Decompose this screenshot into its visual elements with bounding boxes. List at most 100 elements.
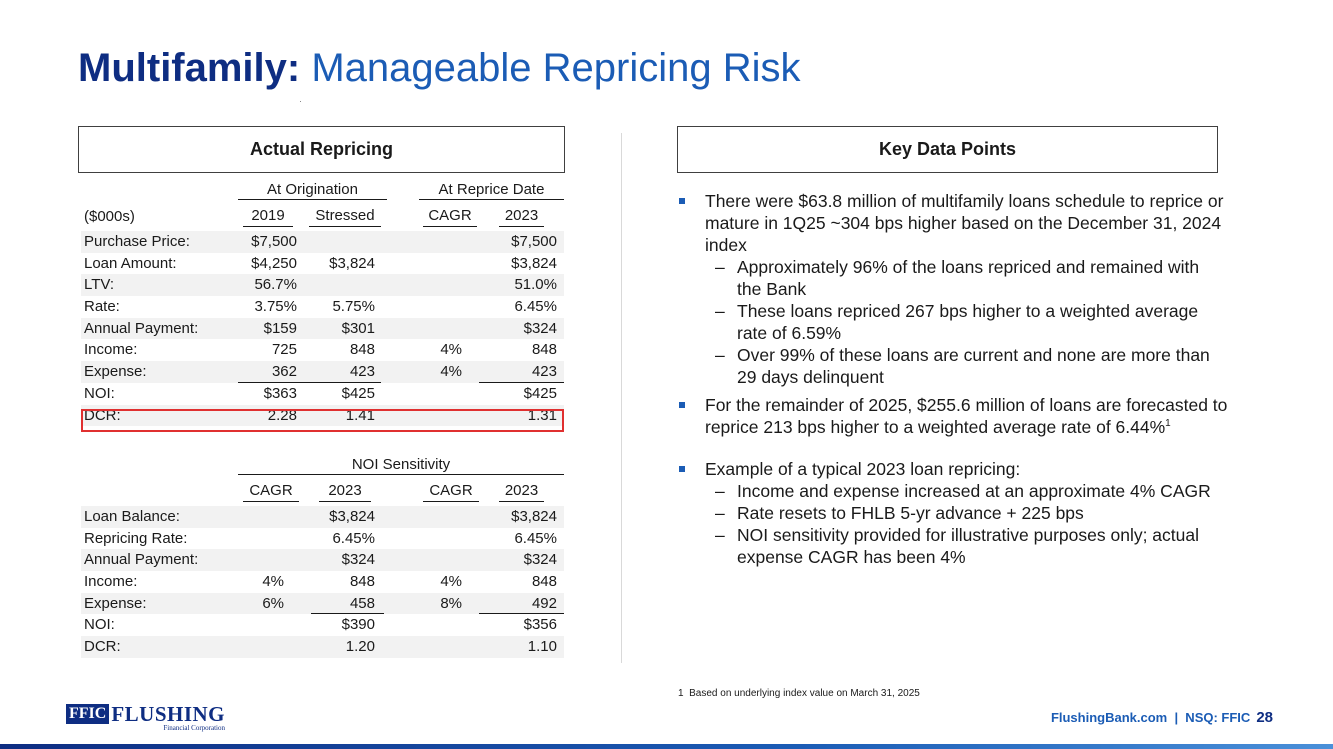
row-value: $7,500 <box>511 233 557 250</box>
col-cagr-a: CAGR <box>243 481 299 502</box>
col-2019: 2019 <box>243 206 293 227</box>
group-header-row: At Origination At Reprice Date <box>81 181 564 203</box>
row-label: Annual Payment: <box>84 319 199 337</box>
row-value: 4% <box>440 363 462 381</box>
row-value: 458 <box>349 594 375 612</box>
dash: – <box>715 481 725 501</box>
row-value: $301 <box>341 319 375 337</box>
footnote-num: 1 <box>678 688 684 699</box>
row-value: $7,500 <box>251 233 297 250</box>
column-divider <box>621 133 622 663</box>
dash: – <box>715 257 725 277</box>
row-value: $3,824 <box>511 254 557 272</box>
row-value: 848 <box>349 573 375 591</box>
row-value: 423 <box>349 363 375 381</box>
dcr-highlight-box <box>81 409 564 432</box>
sub-text: Income and expense increased at an appro… <box>737 481 1211 501</box>
table-row: Annual Payment: $324 $324 <box>81 549 564 572</box>
dash: – <box>715 345 725 365</box>
row-value: $390 <box>341 616 375 634</box>
table-row: Loan Amount: $4,250 $3,824 $3,824 <box>81 253 564 275</box>
col-cagr-b: CAGR <box>423 481 479 502</box>
row-value: 4% <box>440 341 462 359</box>
bullet-2-text: For the remainder of 2025, $255.6 millio… <box>705 395 1228 437</box>
row-value: 492 <box>531 594 557 612</box>
dash: – <box>715 525 725 545</box>
bullet-1-sub-3: – Over 99% of these loans are current and… <box>678 344 1228 388</box>
footer: FlushingBank.com | NSQ: FFIC 28 <box>1051 709 1273 726</box>
table-row: Loan Balance: $3,824 $3,824 <box>81 506 564 528</box>
table-row: Purchase Price: $7,500 $7,500 <box>81 231 564 253</box>
logo-word: FLUSHING <box>111 702 226 726</box>
page-number: 28 <box>1256 709 1273 726</box>
repricing-table: At Origination At Reprice Date ($000s) 2… <box>81 181 564 427</box>
actual-repricing-header: Actual Repricing <box>78 126 565 173</box>
logo-text: FLUSHING Financial Corporation <box>111 702 226 733</box>
dash: – <box>715 503 725 523</box>
key-data-points-list: There were $63.8 million of multifamily … <box>678 190 1228 568</box>
row-value: $363 <box>263 384 297 402</box>
col-stressed: Stressed <box>309 206 381 227</box>
units-label: ($000s) <box>84 208 135 225</box>
sensitivity-group-row: NOI Sensitivity <box>81 456 564 478</box>
row-value: 5.75% <box>332 298 375 316</box>
row-label: NOI: <box>84 384 115 402</box>
bottom-bar <box>0 744 1333 749</box>
row-value: $425 <box>341 384 375 402</box>
bullet-1-sub-1: – Approximately 96% of the loans repriced… <box>678 256 1228 300</box>
row-value: 362 <box>271 363 297 381</box>
group-at-reprice-date: At Reprice Date <box>419 181 564 200</box>
key-data-points-header: Key Data Points <box>677 126 1218 173</box>
logo-sub: Financial Corporation <box>163 724 226 732</box>
title-rest: Manageable Repricing Risk <box>311 46 801 90</box>
row-label: DCR: <box>84 638 121 656</box>
bullet-1-text: There were $63.8 million of multifamily … <box>705 191 1224 255</box>
bullet-1: There were $63.8 million of multifamily … <box>678 190 1228 256</box>
row-value: 1.20 <box>345 638 375 656</box>
table-row: Expense: 6% 458 8% 492 <box>81 592 564 615</box>
row-label: Expense: <box>84 594 147 612</box>
row-label: NOI: <box>84 616 115 634</box>
row-value: 848 <box>531 341 557 359</box>
table-row: Income: 725 848 4% 848 <box>81 339 564 361</box>
row-value: $425 <box>523 384 557 402</box>
row-value: 725 <box>271 341 297 359</box>
sensitivity-col-row: CAGR 2023 CAGR 2023 <box>81 478 564 506</box>
logo-box: FFIC <box>66 704 110 724</box>
row-label: Rate: <box>84 298 120 316</box>
row-value: 8% <box>440 594 462 612</box>
col-2023-a: 2023 <box>319 481 371 502</box>
row-value: 3.75% <box>254 298 297 316</box>
table-row: Annual Payment: $159 $301 $324 <box>81 317 564 340</box>
sub-text: Approximately 96% of the loans repriced … <box>737 257 1200 299</box>
bullet-3-text: Example of a typical 2023 loan repricing… <box>705 459 1021 479</box>
group-noi-sensitivity: NOI Sensitivity <box>238 456 564 475</box>
col-2023: 2023 <box>499 206 544 227</box>
row-value: $324 <box>341 551 375 569</box>
ffic-logo: FFIC FLUSHING Financial Corporation <box>66 704 225 732</box>
sensitivity-table: NOI Sensitivity CAGR 2023 CAGR 2023 Loan… <box>81 456 564 658</box>
row-value: 51.0% <box>514 276 557 294</box>
total-underline <box>311 613 384 615</box>
footnote: 1 Based on underlying index value on Mar… <box>678 688 920 699</box>
col-2023-b: 2023 <box>499 481 544 502</box>
row-value: $3,824 <box>329 254 375 272</box>
row-label: Loan Amount: <box>84 254 177 272</box>
table-row: DCR: 1.20 1.10 <box>81 636 564 658</box>
sub-text: These loans repriced 267 bps higher to a… <box>737 301 1199 343</box>
table-row: Expense: 362 423 4% 423 <box>81 361 564 383</box>
row-value: 848 <box>349 341 375 359</box>
row-value: 6% <box>262 594 284 612</box>
row-label: Income: <box>84 341 138 359</box>
bullet-3: Example of a typical 2023 loan repricing… <box>678 458 1228 480</box>
footnote-ref: 1 <box>1165 418 1171 430</box>
row-value: $3,824 <box>511 508 557 525</box>
bullet-3-sub-3: – NOI sensitivity provided for illustrati… <box>678 524 1228 568</box>
bullet-1-sub-2: – These loans repriced 267 bps higher to … <box>678 300 1228 344</box>
bullet-2: For the remainder of 2025, $255.6 millio… <box>678 394 1228 438</box>
row-value: 848 <box>531 573 557 591</box>
sub-text: NOI sensitivity provided for illustrativ… <box>737 525 1200 567</box>
row-label: Annual Payment: <box>84 551 199 569</box>
footnote-text: Based on underlying index value on March… <box>689 688 920 699</box>
col-cagr: CAGR <box>423 206 477 227</box>
